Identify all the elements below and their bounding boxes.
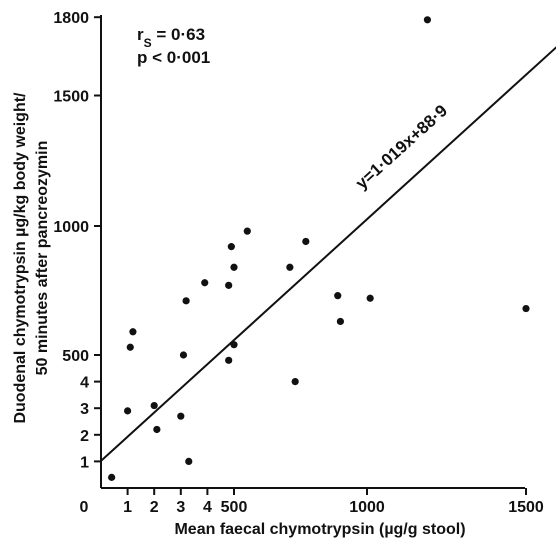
y-tick-label: 500 <box>62 348 89 365</box>
data-point <box>185 457 193 465</box>
rs-symbol: r <box>137 25 144 44</box>
y-tick-label: 3 <box>80 401 89 418</box>
spearman-rs-annotation: rS = 0·63 <box>137 25 205 50</box>
regression-line-layer <box>100 46 556 462</box>
data-point <box>334 292 342 300</box>
y-tick-label: 1 <box>80 454 89 471</box>
data-point <box>243 227 251 235</box>
regression-line <box>100 46 556 462</box>
y-tick-label: 1500 <box>53 89 89 106</box>
data-point <box>225 356 233 364</box>
x-tick-label: 1000 <box>349 499 385 516</box>
axes <box>100 15 525 489</box>
data-point <box>179 351 188 359</box>
data-point <box>182 297 190 305</box>
data-point <box>124 407 132 415</box>
data-point <box>126 343 134 351</box>
y-tick-label: 2 <box>80 428 89 445</box>
data-point <box>201 279 209 287</box>
tick-marks <box>94 16 527 495</box>
x-tick-label: 2 <box>150 499 159 516</box>
regression-equation: y=1·019x+88·9 <box>352 101 451 193</box>
x-tick-label: 0 <box>80 499 89 516</box>
data-point <box>423 16 432 24</box>
p-value-annotation: p < 0·001 <box>137 48 210 67</box>
data-points <box>108 16 530 481</box>
x-tick-label: 1 <box>123 499 132 516</box>
data-point <box>286 263 294 271</box>
rs-value: = 0·63 <box>152 25 205 44</box>
data-point <box>129 328 137 336</box>
x-tick-label: 3 <box>176 499 185 516</box>
y-tick-label: 4 <box>80 375 89 392</box>
data-point <box>302 237 310 246</box>
data-point <box>150 401 158 410</box>
x-tick-label: 1500 <box>508 499 544 516</box>
data-point <box>177 412 185 420</box>
data-point <box>225 281 233 289</box>
x-axis-title: Mean faecal chymotrypsin (µg/g stool) <box>174 521 465 538</box>
data-point <box>522 304 530 313</box>
y-axis-title-line2: 50 minutes after pancreozymin <box>34 141 51 376</box>
data-point <box>230 341 238 349</box>
y-tick-label: 1000 <box>53 219 89 236</box>
y-axis-title-line1: Duodenal chymotrypsin µg/kg body weight/ <box>12 92 29 424</box>
data-point <box>230 263 238 271</box>
data-point <box>153 425 161 434</box>
data-point <box>336 317 344 326</box>
data-point <box>291 378 299 386</box>
data-point <box>366 294 374 302</box>
rs-subscript: S <box>144 36 152 50</box>
data-point <box>108 473 116 481</box>
x-tick-label: 4 <box>203 499 212 516</box>
data-point <box>227 243 235 251</box>
y-tick-label: 1800 <box>53 10 89 27</box>
x-tick-label: 500 <box>221 499 248 516</box>
